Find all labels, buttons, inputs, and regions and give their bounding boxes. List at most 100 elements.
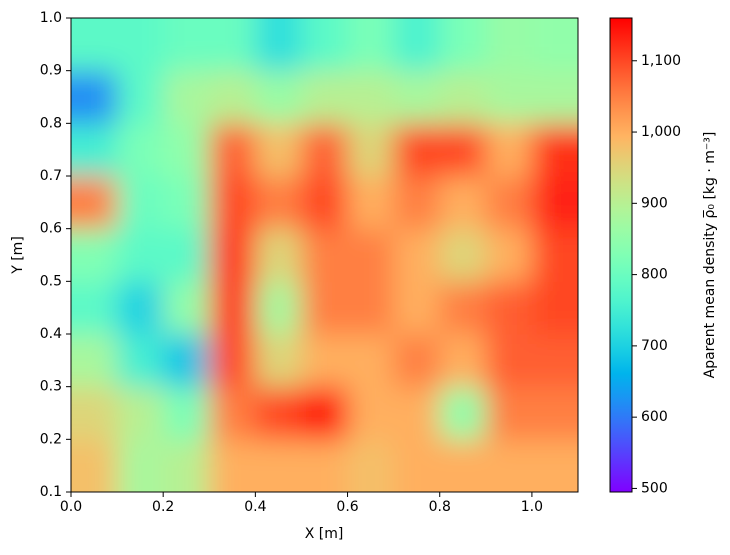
heat-cell xyxy=(347,123,395,177)
heat-cell xyxy=(531,228,578,282)
heat-cell xyxy=(485,123,533,177)
heat-cell xyxy=(71,123,118,177)
y-tick-label: 0.7 xyxy=(40,168,62,184)
heat-cell xyxy=(347,228,395,282)
heat-cell xyxy=(209,228,256,282)
heat-cell xyxy=(71,70,118,124)
colorbar-tick-label: 600 xyxy=(641,409,668,425)
heat-cell xyxy=(301,123,349,177)
heat-cell xyxy=(163,18,210,72)
heat-cell xyxy=(71,386,118,440)
heat-cell xyxy=(531,176,578,230)
heat-cell xyxy=(301,281,349,335)
heat-cell xyxy=(393,439,441,492)
y-tick-label: 0.1 xyxy=(40,484,62,500)
colorbar-tick-label: 1,100 xyxy=(641,53,681,69)
colorbar xyxy=(609,17,633,493)
heat-cell xyxy=(485,386,533,440)
y-tick-label: 0.8 xyxy=(40,115,62,131)
heat-cell xyxy=(255,123,302,177)
colorbar-tick-label: 900 xyxy=(641,195,668,211)
heat-cell xyxy=(531,386,578,440)
heat-cell xyxy=(301,334,349,388)
heat-cell xyxy=(163,123,210,177)
y-tick-label: 0.5 xyxy=(40,273,62,289)
heat-cell xyxy=(163,334,210,388)
heat-cell xyxy=(393,176,441,230)
heat-cell xyxy=(117,281,164,335)
heat-cell xyxy=(531,123,578,177)
heat-cell xyxy=(255,70,302,124)
heat-cell xyxy=(393,18,441,72)
heat-cell xyxy=(163,228,210,282)
heat-cell xyxy=(393,281,441,335)
heat-cell xyxy=(209,176,256,230)
heat-cell xyxy=(531,281,578,335)
heat-cell xyxy=(209,18,256,72)
heat-cell xyxy=(301,228,349,282)
heat-cell xyxy=(393,228,441,282)
heat-cell xyxy=(255,334,302,388)
colorbar-tick-label: 500 xyxy=(641,480,668,496)
x-tick-label: 0.0 xyxy=(60,499,82,515)
heat-cell xyxy=(71,176,118,230)
heat-cell xyxy=(439,70,487,124)
heat-cell xyxy=(71,228,118,282)
y-tick-label: 0.9 xyxy=(40,63,62,79)
heat-cell xyxy=(393,386,441,440)
heat-cell xyxy=(163,281,210,335)
y-tick-label: 0.2 xyxy=(40,431,62,447)
heat-cell xyxy=(485,70,533,124)
heat-cell xyxy=(485,439,533,492)
heat-cell xyxy=(439,334,487,388)
heat-cell xyxy=(439,176,487,230)
colorbar-label: Aparent mean density ρ̅₀ [kg · m⁻³] xyxy=(702,132,718,379)
heat-cell xyxy=(209,334,256,388)
x-tick-label: 0.4 xyxy=(244,499,266,515)
heat-cell xyxy=(71,334,118,388)
heat-cell xyxy=(347,70,395,124)
heat-cell xyxy=(255,386,302,440)
heat-cell xyxy=(485,18,533,72)
colorbar-tick-label: 800 xyxy=(641,267,668,283)
heat-cell xyxy=(393,123,441,177)
heat-cell xyxy=(163,70,210,124)
heat-cell xyxy=(71,281,118,335)
heat-cell xyxy=(117,228,164,282)
heat-cell xyxy=(117,176,164,230)
x-tick-label: 0.2 xyxy=(152,499,174,515)
heat-cell xyxy=(163,386,210,440)
heat-cell xyxy=(531,334,578,388)
heat-cell xyxy=(347,334,395,388)
y-tick-label: 0.3 xyxy=(40,379,62,395)
heat-cell xyxy=(163,176,210,230)
heat-cell xyxy=(301,439,349,492)
heat-cell xyxy=(347,18,395,72)
heat-cell xyxy=(209,123,256,177)
heatmap-cells xyxy=(71,18,578,492)
heat-cell xyxy=(301,176,349,230)
heat-cell xyxy=(209,281,256,335)
x-tick-label: 1.0 xyxy=(521,499,543,515)
x-axis-label: X [m] xyxy=(305,526,344,542)
heat-cell xyxy=(255,228,302,282)
heat-cell xyxy=(301,386,349,440)
heat-cell xyxy=(393,70,441,124)
heat-cell xyxy=(117,334,164,388)
heat-cell xyxy=(347,176,395,230)
heat-cell xyxy=(485,281,533,335)
heat-cell xyxy=(255,176,302,230)
heat-cell xyxy=(485,228,533,282)
heatmap-area xyxy=(71,18,578,492)
heat-cell xyxy=(209,386,256,440)
heat-cell xyxy=(163,439,210,492)
heat-cell xyxy=(439,281,487,335)
heat-cell xyxy=(531,70,578,124)
colorbar-tick-label: 700 xyxy=(641,338,668,354)
heat-cell xyxy=(117,439,164,492)
heat-cell xyxy=(71,18,118,72)
heat-cell xyxy=(117,386,164,440)
y-tick-label: 0.4 xyxy=(40,326,62,342)
heat-cell xyxy=(439,439,487,492)
